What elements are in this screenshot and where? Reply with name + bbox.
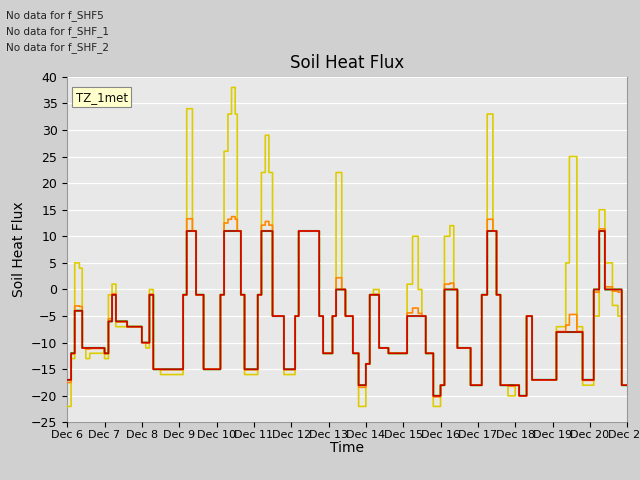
Text: No data for f_SHF5: No data for f_SHF5 [6, 11, 104, 22]
Title: Soil Heat Flux: Soil Heat Flux [290, 54, 404, 72]
Text: No data for f_SHF_2: No data for f_SHF_2 [6, 42, 109, 53]
X-axis label: Time: Time [330, 442, 364, 456]
Text: No data for f_SHF_1: No data for f_SHF_1 [6, 26, 109, 37]
Y-axis label: Soil Heat Flux: Soil Heat Flux [12, 202, 26, 298]
Text: TZ_1met: TZ_1met [76, 91, 128, 104]
